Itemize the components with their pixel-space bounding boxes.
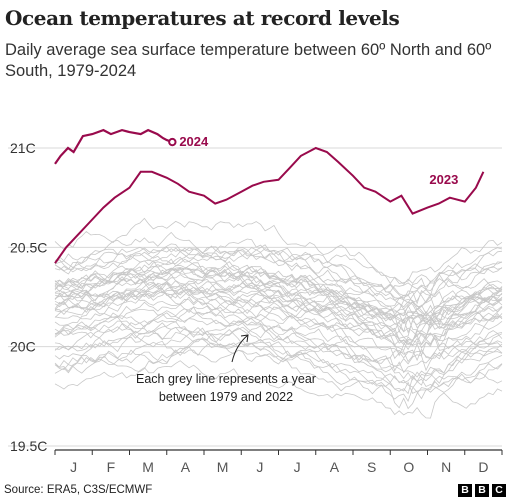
grey-year-line <box>54 243 503 303</box>
grey-year-line <box>54 301 503 349</box>
annotation-arrowhead <box>240 334 249 343</box>
x-axis <box>54 449 503 455</box>
bbc-logo-block: C <box>492 484 506 497</box>
month-label-nov: N <box>441 459 451 475</box>
y-axis-ticks: 21C 20.5C 20C 19.5C <box>10 140 47 454</box>
grey-year-line <box>54 317 503 374</box>
month-label-jan: J <box>70 459 77 475</box>
month-label-jul: J <box>294 459 301 475</box>
x-axis-month-labels: J F M A M J J A S O N D <box>70 459 488 475</box>
grey-year-line <box>54 325 503 378</box>
chart-title: Ocean temperatures at record levels <box>5 6 400 30</box>
grey-year-line <box>54 326 503 382</box>
annotation-arrow <box>231 334 249 363</box>
y-tick-label-20-5: 20.5C <box>10 239 47 255</box>
grey-year-line <box>54 287 503 334</box>
grey-year-line <box>54 338 503 403</box>
grey-year-line <box>54 307 503 362</box>
month-label-apr: A <box>181 459 191 475</box>
grey-year-lines <box>54 217 503 419</box>
grey-year-line <box>54 231 503 285</box>
annotation-text-line1: Each grey line represents a year <box>136 372 316 386</box>
y-tick-label-21: 21C <box>10 140 36 156</box>
month-label-dec: D <box>478 459 488 475</box>
bbc-logo: B B C <box>458 484 506 497</box>
chart-subtitle: Daily average sea surface temperature be… <box>5 41 492 80</box>
grey-year-line <box>54 280 503 333</box>
series-label-2024: 2024 <box>179 134 209 149</box>
grey-year-line <box>54 247 503 299</box>
grey-year-line <box>54 256 503 313</box>
month-label-may: M <box>217 459 229 475</box>
grey-year-line <box>54 269 503 323</box>
month-label-aug: A <box>330 459 340 475</box>
grey-year-line <box>54 305 503 363</box>
grey-year-line <box>54 262 503 326</box>
grey-year-line <box>54 326 503 385</box>
grey-year-line <box>54 278 503 333</box>
grey-year-line <box>54 244 503 305</box>
series-end-marker-2024 <box>168 137 177 147</box>
grey-year-line <box>54 340 503 400</box>
bbc-logo-block: B <box>475 484 489 497</box>
source-note: Source: ERA5, C3S/ECMWF <box>4 484 153 496</box>
y-tick-label-20: 20C <box>10 339 36 355</box>
series-line-2024 <box>54 128 173 165</box>
month-label-mar: M <box>142 459 154 475</box>
annotation-text-line2: between 1979 and 2022 <box>159 390 293 404</box>
grey-year-line <box>54 248 503 293</box>
grey-year-line <box>54 321 503 395</box>
month-label-feb: F <box>107 459 116 475</box>
annotation: Each grey line represents a year between… <box>136 334 316 404</box>
y-tick-label-19-5: 19.5C <box>10 438 47 454</box>
grey-year-line <box>54 261 503 318</box>
grey-year-line <box>54 287 503 351</box>
bbc-logo-block: B <box>458 484 472 497</box>
series-label-2023: 2023 <box>429 172 458 187</box>
month-label-sep: S <box>367 459 376 475</box>
highlight-series: 2024 2023 <box>54 128 485 264</box>
grey-year-line <box>54 360 503 419</box>
grey-year-line <box>54 217 503 284</box>
month-label-jun: J <box>256 459 263 475</box>
grey-year-line <box>54 306 503 364</box>
month-label-oct: O <box>403 459 414 475</box>
series-line-2023 <box>54 146 485 264</box>
grey-year-line <box>54 266 503 317</box>
grey-year-line <box>54 271 503 325</box>
grey-year-line <box>54 313 503 373</box>
